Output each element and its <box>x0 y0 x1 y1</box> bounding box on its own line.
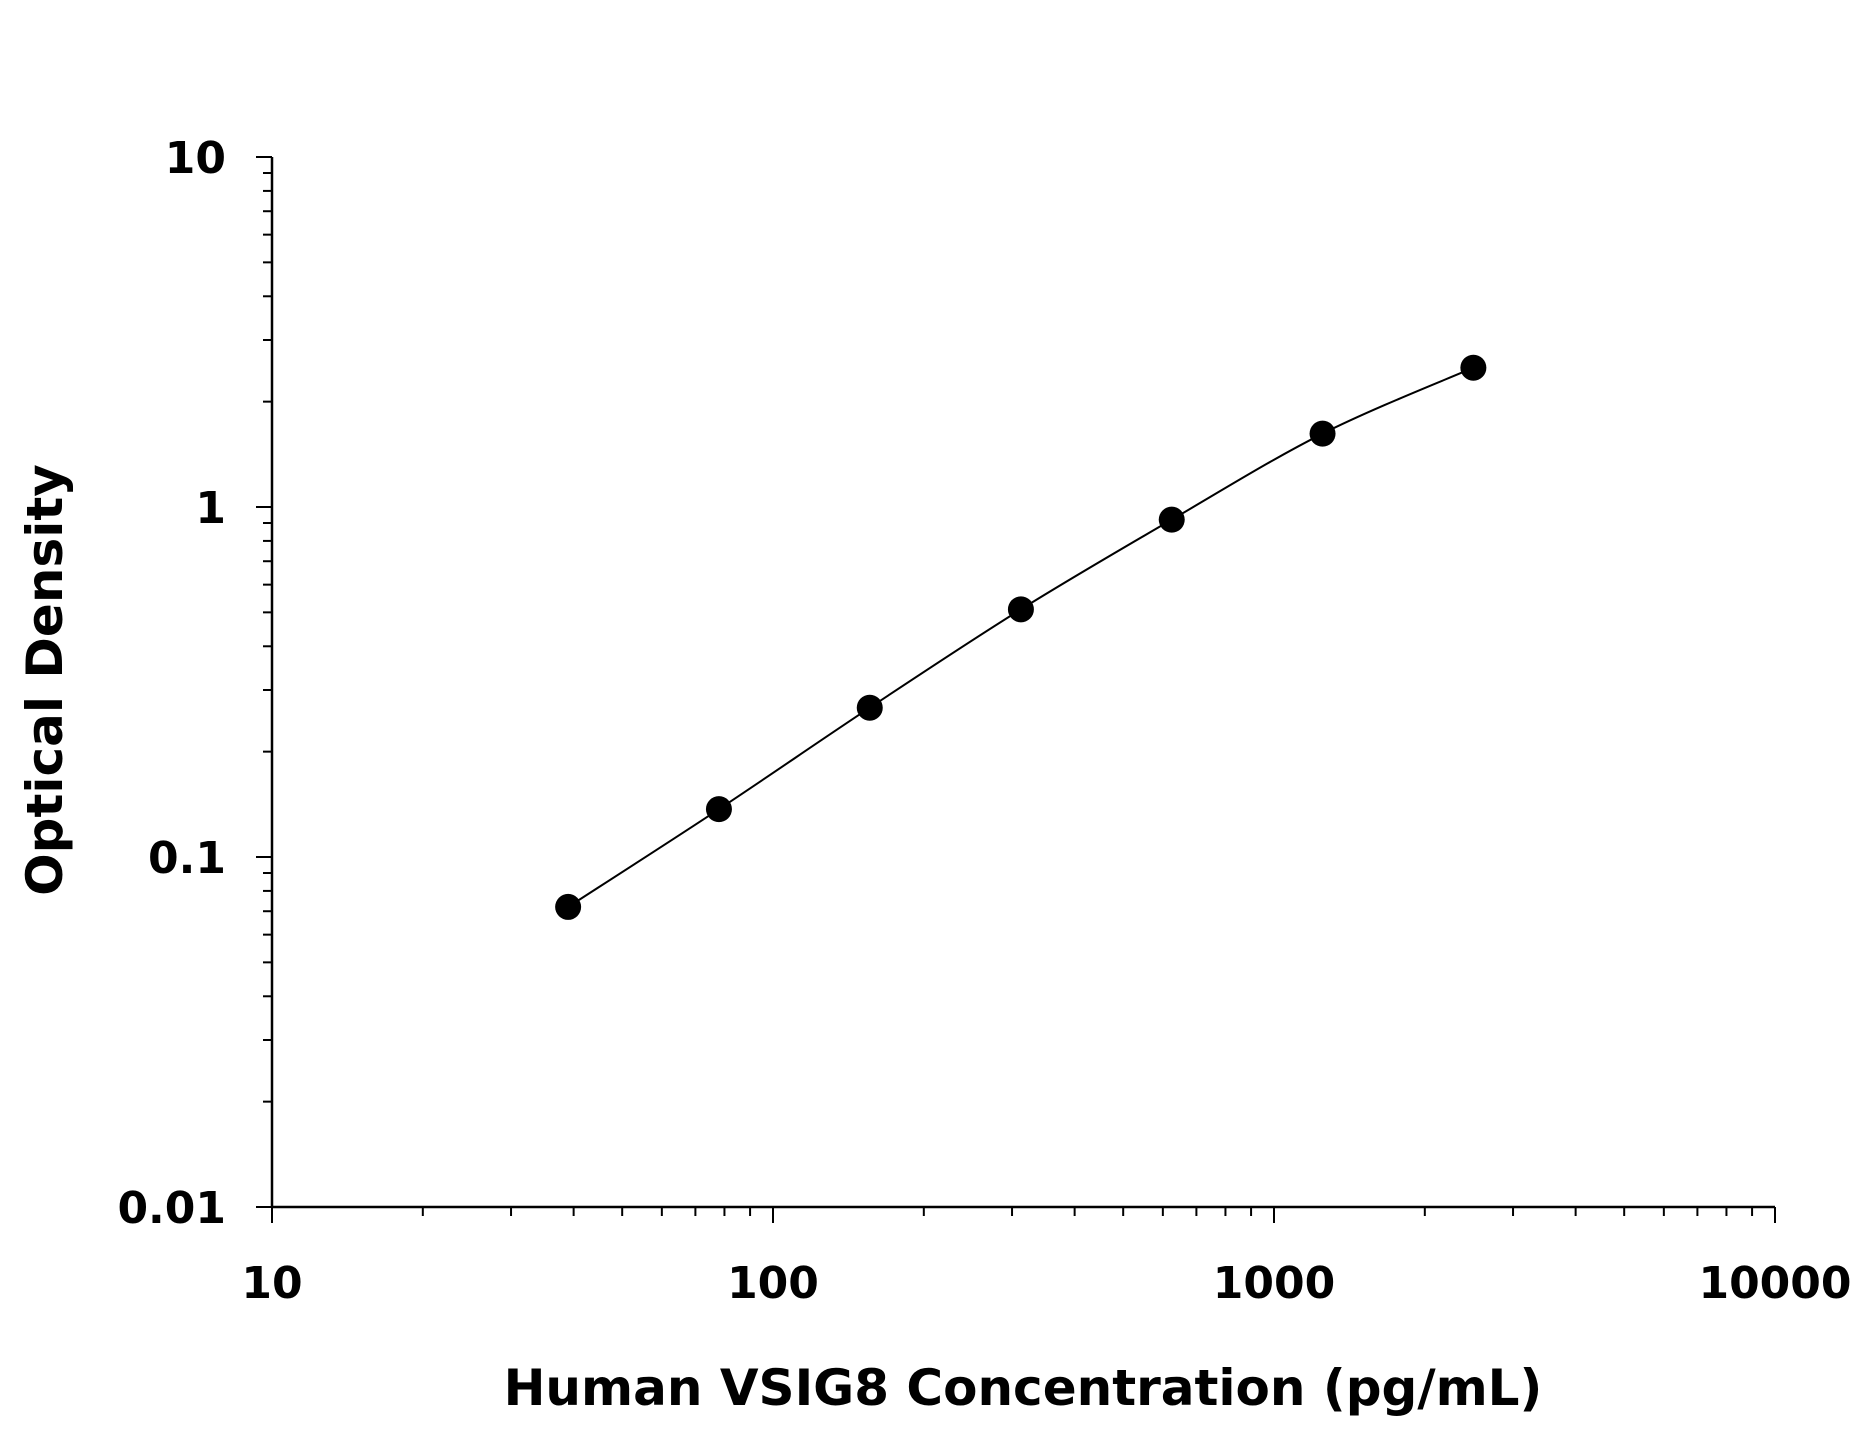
x-tick-label: 1000 <box>1213 1258 1335 1309</box>
y-tick-label: 0.01 <box>117 1183 226 1234</box>
y-tick-label: 10 <box>165 133 226 184</box>
data-points <box>555 354 1487 920</box>
y-tick-label: 1 <box>195 483 226 534</box>
fit-curve <box>567 366 1474 908</box>
x-tick-label: 10000 <box>1698 1258 1851 1309</box>
axes <box>256 156 1776 1223</box>
x-tick-label: 10 <box>241 1258 302 1309</box>
data-point <box>1007 596 1034 623</box>
data-point <box>705 796 732 823</box>
tick-labels: 10 100 1000 10000 0.01 0.1 1 10 <box>117 133 1851 1309</box>
data-point <box>856 694 883 721</box>
x-axis-title: Human VSIG8 Concentration (pg/mL) <box>504 1359 1543 1417</box>
data-point <box>1309 420 1336 447</box>
y-axis-title: Optical Density <box>16 464 74 896</box>
data-point <box>555 893 582 920</box>
y-tick-label: 0.1 <box>148 833 226 884</box>
x-tick-label: 100 <box>727 1258 819 1309</box>
data-point <box>1460 354 1487 381</box>
data-point <box>1158 506 1185 533</box>
